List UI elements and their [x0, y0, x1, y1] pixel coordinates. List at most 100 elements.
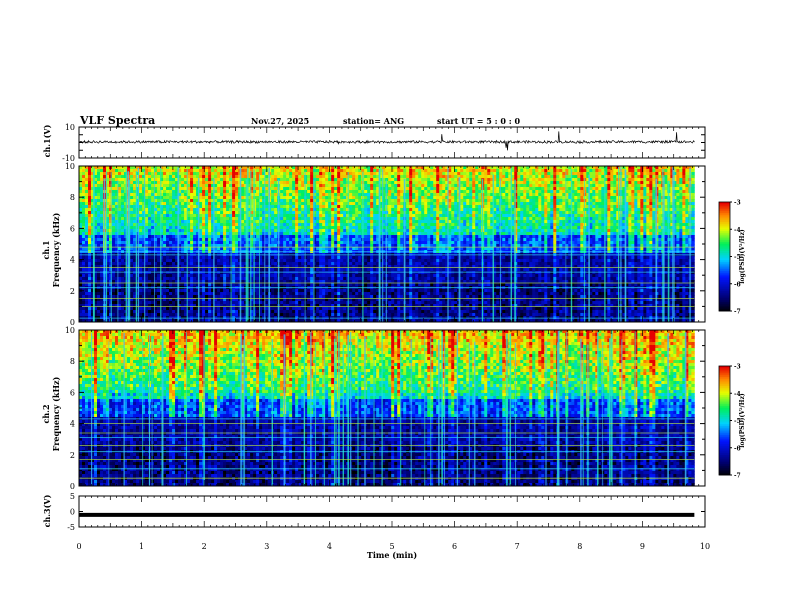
spectrogram-cell	[82, 241, 86, 245]
spectrogram-cell	[220, 229, 224, 233]
spectrogram-cell	[148, 196, 152, 200]
spectrogram-cell	[172, 241, 176, 245]
spectrogram-cell	[322, 196, 326, 200]
spectrogram-cell	[355, 226, 359, 230]
spectrogram-cell	[91, 319, 95, 323]
spectrogram-cell	[172, 229, 176, 233]
spectrogram-cell	[169, 178, 173, 182]
spectrogram-cell	[358, 256, 362, 260]
spectrogram-cell	[157, 292, 161, 296]
spectrogram-cell	[271, 214, 275, 218]
spectrogram-cell	[253, 181, 257, 185]
spectrogram-cell	[163, 289, 167, 293]
spectrogram-cell	[121, 277, 125, 281]
spectrogram-cell	[241, 208, 245, 212]
spectrogram-cell	[115, 217, 119, 221]
spectrogram-cell	[142, 193, 146, 197]
spectrogram-cell	[328, 196, 332, 200]
spectrogram-cell	[79, 217, 83, 221]
spectrogram-cell	[250, 193, 254, 197]
spectrogram-cell	[208, 181, 212, 185]
spectrogram-cell	[190, 202, 194, 206]
spectrogram-cell	[295, 268, 299, 272]
spectrogram-cell	[325, 256, 329, 260]
spectrogram-cell	[223, 226, 227, 230]
spectrogram-cell	[178, 187, 182, 191]
spectrogram-cell	[352, 202, 356, 206]
spectrogram-cell	[82, 208, 86, 212]
spectrogram-cell	[121, 262, 125, 266]
spectrogram-cell	[163, 181, 167, 185]
spectrogram-cell	[304, 229, 308, 233]
spectrogram-cell	[88, 217, 92, 221]
spectrogram-cell	[199, 229, 203, 233]
spectrogram-cell	[355, 187, 359, 191]
spectrogram-cell	[154, 295, 158, 299]
spectrogram-cell	[106, 205, 110, 209]
spectrogram-cell	[211, 304, 215, 308]
spectrogram-cell	[271, 283, 275, 287]
spectrogram-cell	[289, 187, 293, 191]
spectrogram-cell	[250, 304, 254, 308]
spectrogram-cell	[151, 199, 155, 203]
spectrogram-cell	[142, 232, 146, 236]
spectrogram-cell	[184, 199, 188, 203]
spectrogram-cell	[145, 199, 149, 203]
spectrogram-cell	[301, 217, 305, 221]
spectrogram-cell	[280, 229, 284, 233]
spectrogram-cell	[217, 169, 221, 173]
spectrogram-cell	[85, 208, 89, 212]
spectrogram-cell	[94, 274, 98, 278]
spectrogram-cell	[217, 307, 221, 311]
spectrogram-cell	[100, 238, 104, 242]
spectrogram-cell	[193, 175, 197, 179]
spectrogram-cell	[298, 196, 302, 200]
spectrogram-cell	[349, 313, 353, 317]
spectrogram-cell	[334, 199, 338, 203]
spectrogram-cell	[151, 307, 155, 311]
spectrogram-cell	[88, 214, 92, 218]
spectrogram-cell	[226, 319, 230, 323]
spectrogram-cell	[337, 235, 341, 239]
spectrogram-cell	[85, 190, 89, 194]
spectrogram-cell	[214, 178, 218, 182]
spectrogram-cell	[85, 229, 89, 233]
spectrogram-cell	[157, 223, 161, 227]
spectrogram-cell	[211, 289, 215, 293]
spectrogram-cell	[184, 256, 188, 260]
spectrogram-cell	[190, 244, 194, 248]
spectrogram-cell	[340, 202, 344, 206]
spectrogram-cell	[307, 199, 311, 203]
spectrogram-cell	[157, 178, 161, 182]
spectrogram-cell	[310, 199, 314, 203]
spectrogram-cell	[253, 301, 257, 305]
spectrogram-cell	[253, 220, 257, 224]
spectrogram-cell	[247, 229, 251, 233]
spectrogram-cell	[319, 169, 323, 173]
spectrogram-cell	[349, 256, 353, 260]
spectrogram-cell	[289, 271, 293, 275]
spectrogram-cell	[196, 262, 200, 266]
spectrogram-cell	[301, 313, 305, 317]
spectrogram-cell	[304, 199, 308, 203]
spectrogram-cell	[187, 187, 191, 191]
spectrogram-cell	[343, 193, 347, 197]
spectrogram-cell	[181, 301, 185, 305]
spectrogram-cell	[259, 202, 263, 206]
spectrogram-cell	[106, 172, 110, 176]
spectrogram-cell	[163, 220, 167, 224]
spectrogram-cell	[316, 169, 320, 173]
spectrogram-cell	[247, 166, 251, 170]
spectrogram-cell	[358, 205, 362, 209]
spectrogram-cell	[112, 220, 116, 224]
spectrogram-cell	[169, 205, 173, 209]
spectrogram-cell	[172, 301, 176, 305]
spectrogram-cell	[208, 277, 212, 281]
spectrogram-cell	[247, 307, 251, 311]
spectrogram-cell	[343, 166, 347, 170]
spectrogram-cell	[121, 307, 125, 311]
spectrogram-cell	[256, 238, 260, 242]
spectrogram-cell	[340, 277, 344, 281]
spectrogram-cell	[94, 298, 98, 302]
spectrogram-cell	[298, 184, 302, 188]
